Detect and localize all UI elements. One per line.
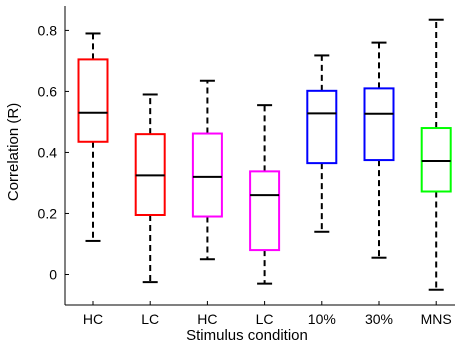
y-tick-label: 0.2	[38, 205, 58, 221]
y-axis-title: Correlation (R)	[5, 103, 22, 201]
y-tick-label: 0.6	[38, 83, 58, 99]
box-4	[306, 54, 338, 233]
axes: 0 0.2 0.4 0.6 0.8 HC LC HC LC 10% 30% MNS	[38, 6, 455, 327]
x-tick-label: HC	[197, 311, 217, 327]
y-tick-label: 0.8	[38, 22, 58, 38]
x-tick-label: 30%	[365, 311, 393, 327]
box-rect	[191, 132, 223, 218]
box-rect	[306, 89, 338, 165]
y-tick-label: 0.4	[38, 144, 58, 160]
box-0	[77, 32, 109, 242]
x-tick-label: 10%	[308, 311, 336, 327]
plot-area	[77, 18, 452, 291]
box-rect	[420, 127, 452, 193]
box-5	[363, 41, 395, 259]
box-2	[191, 79, 223, 261]
x-tick-label: HC	[83, 311, 103, 327]
x-tick-label: LC	[141, 311, 159, 327]
x-tick-label: MNS	[421, 311, 452, 327]
box-1	[134, 93, 166, 284]
box-rect	[249, 170, 281, 252]
box-rect	[77, 58, 109, 143]
y-tick-label: 0	[49, 266, 57, 282]
box-3	[249, 104, 281, 285]
box-rect	[363, 87, 395, 162]
x-tick-label: LC	[256, 311, 274, 327]
x-axis-title: Stimulus condition	[186, 327, 308, 344]
box-6	[420, 18, 452, 291]
